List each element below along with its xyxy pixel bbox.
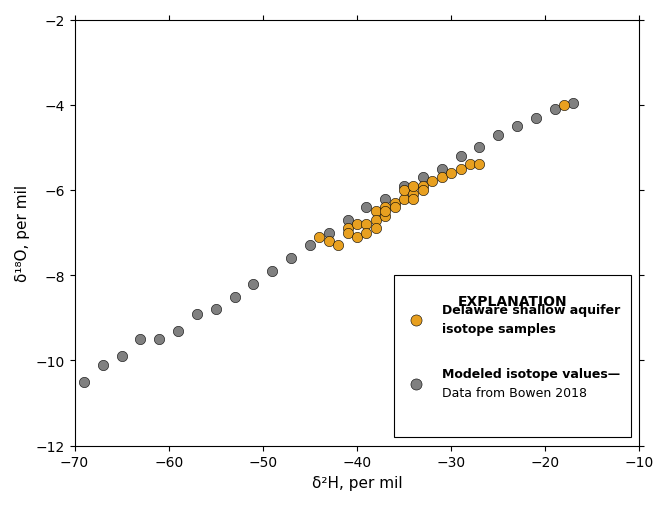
Point (417, 174, 428, 182)
Point (493, 131, 504, 139)
Point (436, 174, 447, 182)
Point (389, 199, 400, 208)
Point (436, 165, 447, 173)
Point (399, 195, 409, 203)
Point (304, 242, 315, 250)
Point (352, 233, 363, 241)
Point (380, 195, 391, 203)
Point (286, 255, 296, 263)
Point (389, 204, 400, 212)
Point (314, 233, 324, 241)
Point (399, 186, 409, 194)
Point (417, 186, 428, 194)
Point (210, 306, 221, 314)
Point (417, 182, 428, 190)
Point (98, 361, 108, 369)
Point (352, 221, 363, 229)
Point (568, 99, 579, 108)
Point (371, 208, 381, 216)
Point (455, 153, 466, 161)
Point (173, 327, 183, 335)
Point (474, 144, 484, 152)
Text: Data from Bowen 2018: Data from Bowen 2018 (442, 386, 587, 399)
Point (371, 225, 381, 233)
Point (512, 123, 522, 131)
FancyBboxPatch shape (393, 276, 631, 437)
Point (342, 225, 353, 233)
Point (408, 182, 419, 190)
Point (455, 165, 466, 173)
Text: Delaware shallow aquifer: Delaware shallow aquifer (442, 304, 620, 316)
Point (342, 216, 353, 224)
Point (380, 212, 391, 220)
Point (361, 221, 372, 229)
Point (371, 216, 381, 224)
Point (332, 242, 343, 250)
Text: isotope samples: isotope samples (442, 323, 555, 335)
Point (267, 267, 278, 275)
Point (559, 102, 569, 110)
Point (549, 106, 560, 114)
Point (229, 293, 240, 301)
Point (361, 229, 372, 237)
Point (408, 195, 419, 203)
Point (135, 335, 146, 343)
Point (427, 178, 438, 186)
Point (464, 161, 475, 169)
Point (474, 161, 484, 169)
Point (531, 114, 541, 122)
Point (154, 335, 165, 343)
Point (116, 352, 127, 361)
Text: EXPLANATION: EXPLANATION (458, 295, 567, 309)
Point (248, 280, 259, 288)
Point (380, 204, 391, 212)
Point (78, 378, 89, 386)
Point (408, 191, 419, 199)
Point (380, 208, 391, 216)
Y-axis label: δ¹⁸O, per mil: δ¹⁸O, per mil (15, 185, 30, 282)
Point (191, 310, 202, 318)
Point (323, 229, 334, 237)
X-axis label: δ²H, per mil: δ²H, per mil (312, 475, 402, 490)
Text: Modeled isotope values—: Modeled isotope values— (442, 367, 619, 380)
Point (446, 170, 456, 178)
Point (342, 229, 353, 237)
Point (399, 182, 409, 190)
Point (361, 204, 372, 212)
Point (323, 238, 334, 246)
